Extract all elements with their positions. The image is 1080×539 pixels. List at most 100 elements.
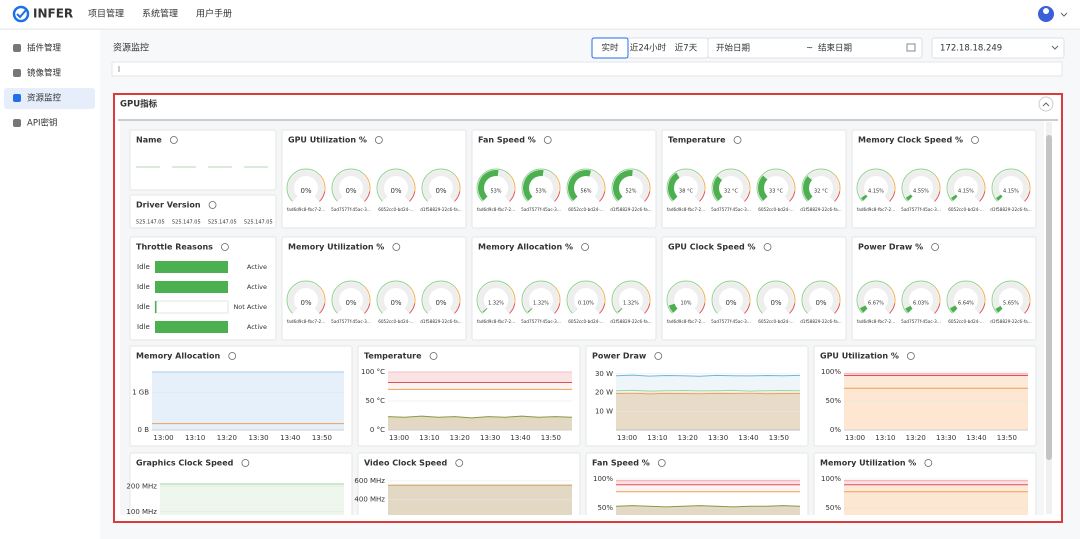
- gauge-track: [288, 282, 324, 313]
- range-button[interactable]: 近7天: [675, 43, 698, 54]
- gauge-edge-green: [666, 280, 700, 314]
- gauge-edge-green: [856, 168, 890, 202]
- sidebar-item[interactable]: 资源监控: [27, 93, 62, 104]
- gauge-edge-orange: [744, 174, 751, 192]
- sidebar-item[interactable]: 插件管理: [27, 43, 62, 54]
- chart-area: [152, 372, 344, 430]
- collapse-chevron: [1042, 102, 1050, 107]
- y-tick-label: 100%: [821, 368, 841, 376]
- y-tick-label: 0 B: [138, 426, 150, 434]
- gauge-device: fad6d9c8-fbc7-2...: [477, 207, 515, 212]
- sidebar-item[interactable]: 镜像管理: [27, 68, 62, 79]
- gauge-device: fad6d9c8-fbc7-2...: [477, 319, 515, 324]
- card: [851, 236, 1037, 341]
- scroll-thumb[interactable]: [1046, 135, 1052, 460]
- gauge-device: fad6d9c8-fbc7-2...: [287, 319, 325, 324]
- gauge-device: d1f58829-22c6-fa...: [610, 207, 651, 212]
- range-button[interactable]: 近24小时: [630, 43, 667, 54]
- range-button[interactable]: 实时: [601, 43, 619, 54]
- gauge-track: [333, 282, 369, 313]
- gauge-value: 1.32%: [533, 301, 549, 307]
- gauge-edge-orange: [644, 174, 651, 192]
- gauge-value: 10%: [680, 301, 691, 307]
- collapse-button[interactable]: [1038, 96, 1054, 112]
- x-tick-label: 13:30: [708, 434, 728, 442]
- gauge-device: d1f58829-22c6-fa...: [990, 319, 1031, 324]
- gauge-fill: [905, 194, 913, 201]
- gauge-device: d1f58829-22c6-fa...: [990, 207, 1031, 212]
- gauge-edge-green: [521, 168, 555, 202]
- y-tick-label: 1 GB: [132, 389, 149, 397]
- y-tick-label: 30 W: [595, 370, 613, 378]
- gauge-fill: [905, 305, 913, 313]
- gauge-edge-green: [711, 168, 745, 202]
- gauge-track: [568, 282, 604, 313]
- gauge-fill: [859, 305, 868, 313]
- gauge-edge-red: [889, 303, 896, 314]
- gauge-edge-green: [421, 280, 455, 314]
- chart-area: [160, 484, 344, 515]
- gauge-track: [288, 170, 324, 201]
- gauge-value: 6.67%: [868, 301, 884, 307]
- gauge-edge-orange: [789, 174, 796, 192]
- ip-select[interactable]: [931, 37, 1065, 59]
- driver-version: 525.147.05: [172, 220, 201, 226]
- gauge-edge-red: [409, 303, 416, 314]
- throttle-bar-edge: [155, 301, 157, 313]
- gauge-edge-red: [834, 191, 841, 202]
- gauge-edge-red: [364, 303, 371, 314]
- avatar-head: [1043, 8, 1049, 14]
- card-title: Memory Utilization %: [288, 243, 384, 252]
- logo: INFER: [33, 7, 73, 21]
- gauge-device: 6052cc0-bd24-...: [378, 319, 414, 324]
- driver-version: 525.147.05: [208, 220, 237, 226]
- throttle-status: Active: [247, 323, 267, 331]
- x-tick-label: 13:40: [966, 434, 986, 442]
- gauge-edge-orange: [889, 286, 896, 304]
- gauge-edge-orange: [454, 286, 461, 304]
- card-title: Memory Allocation: [136, 352, 221, 361]
- gauge-value: 4.55%: [913, 189, 929, 195]
- throttle-status: Active: [247, 263, 267, 271]
- gauge-edge-green: [376, 168, 410, 202]
- gauge-edge-orange: [834, 174, 841, 192]
- x-tick-label: 13:40: [510, 434, 530, 442]
- gauge-edge-red: [1024, 303, 1031, 314]
- gauge-value: 1.32%: [623, 301, 639, 307]
- card: [471, 129, 657, 229]
- info-icon: [429, 352, 438, 360]
- date-range[interactable]: [707, 37, 923, 59]
- info-icon: [169, 136, 178, 144]
- gauge-value: 53%: [535, 189, 546, 195]
- nav-item[interactable]: 系统管理: [142, 8, 178, 20]
- gauge-device: d1f58829-22c6-fa...: [800, 207, 841, 212]
- card-title: Graphics Clock Speed: [136, 459, 234, 468]
- info-icon: [657, 459, 666, 467]
- gauge-track: [948, 170, 984, 201]
- gauge-track: [948, 282, 984, 313]
- gauge-value: 38 °C: [679, 189, 693, 195]
- panel-title: GPU指标: [120, 99, 158, 110]
- gauge-edge-red: [599, 191, 606, 202]
- gauge-device: 5ad7577f-45ac-3...: [711, 319, 751, 324]
- throttle-reason: Idle: [137, 323, 150, 331]
- x-tick-label: 13:50: [541, 434, 561, 442]
- nav-item[interactable]: 项目管理: [88, 8, 124, 20]
- chart-line: [615, 392, 801, 395]
- gauge-value: 5.65%: [1003, 301, 1019, 307]
- date-sep: ~: [806, 44, 813, 54]
- gauge-value: 1.32%: [488, 301, 504, 307]
- gauge-device: fad6d9c8-fbc7-2...: [667, 207, 705, 212]
- gauge-track: [858, 170, 894, 201]
- sidebar-item[interactable]: API密钥: [27, 118, 57, 129]
- gauge-track: [993, 282, 1029, 313]
- info-icon: [455, 459, 464, 467]
- gauge-edge-red: [599, 303, 606, 314]
- gauge-edge-green: [331, 168, 365, 202]
- x-tick-label: 13:10: [647, 434, 667, 442]
- info-icon: [924, 459, 933, 467]
- x-tick-label: 13:00: [845, 434, 865, 442]
- nav-item[interactable]: 用户手册: [196, 8, 232, 20]
- gauge-value: 6.03%: [913, 301, 929, 307]
- gauge-value: 0%: [770, 299, 781, 307]
